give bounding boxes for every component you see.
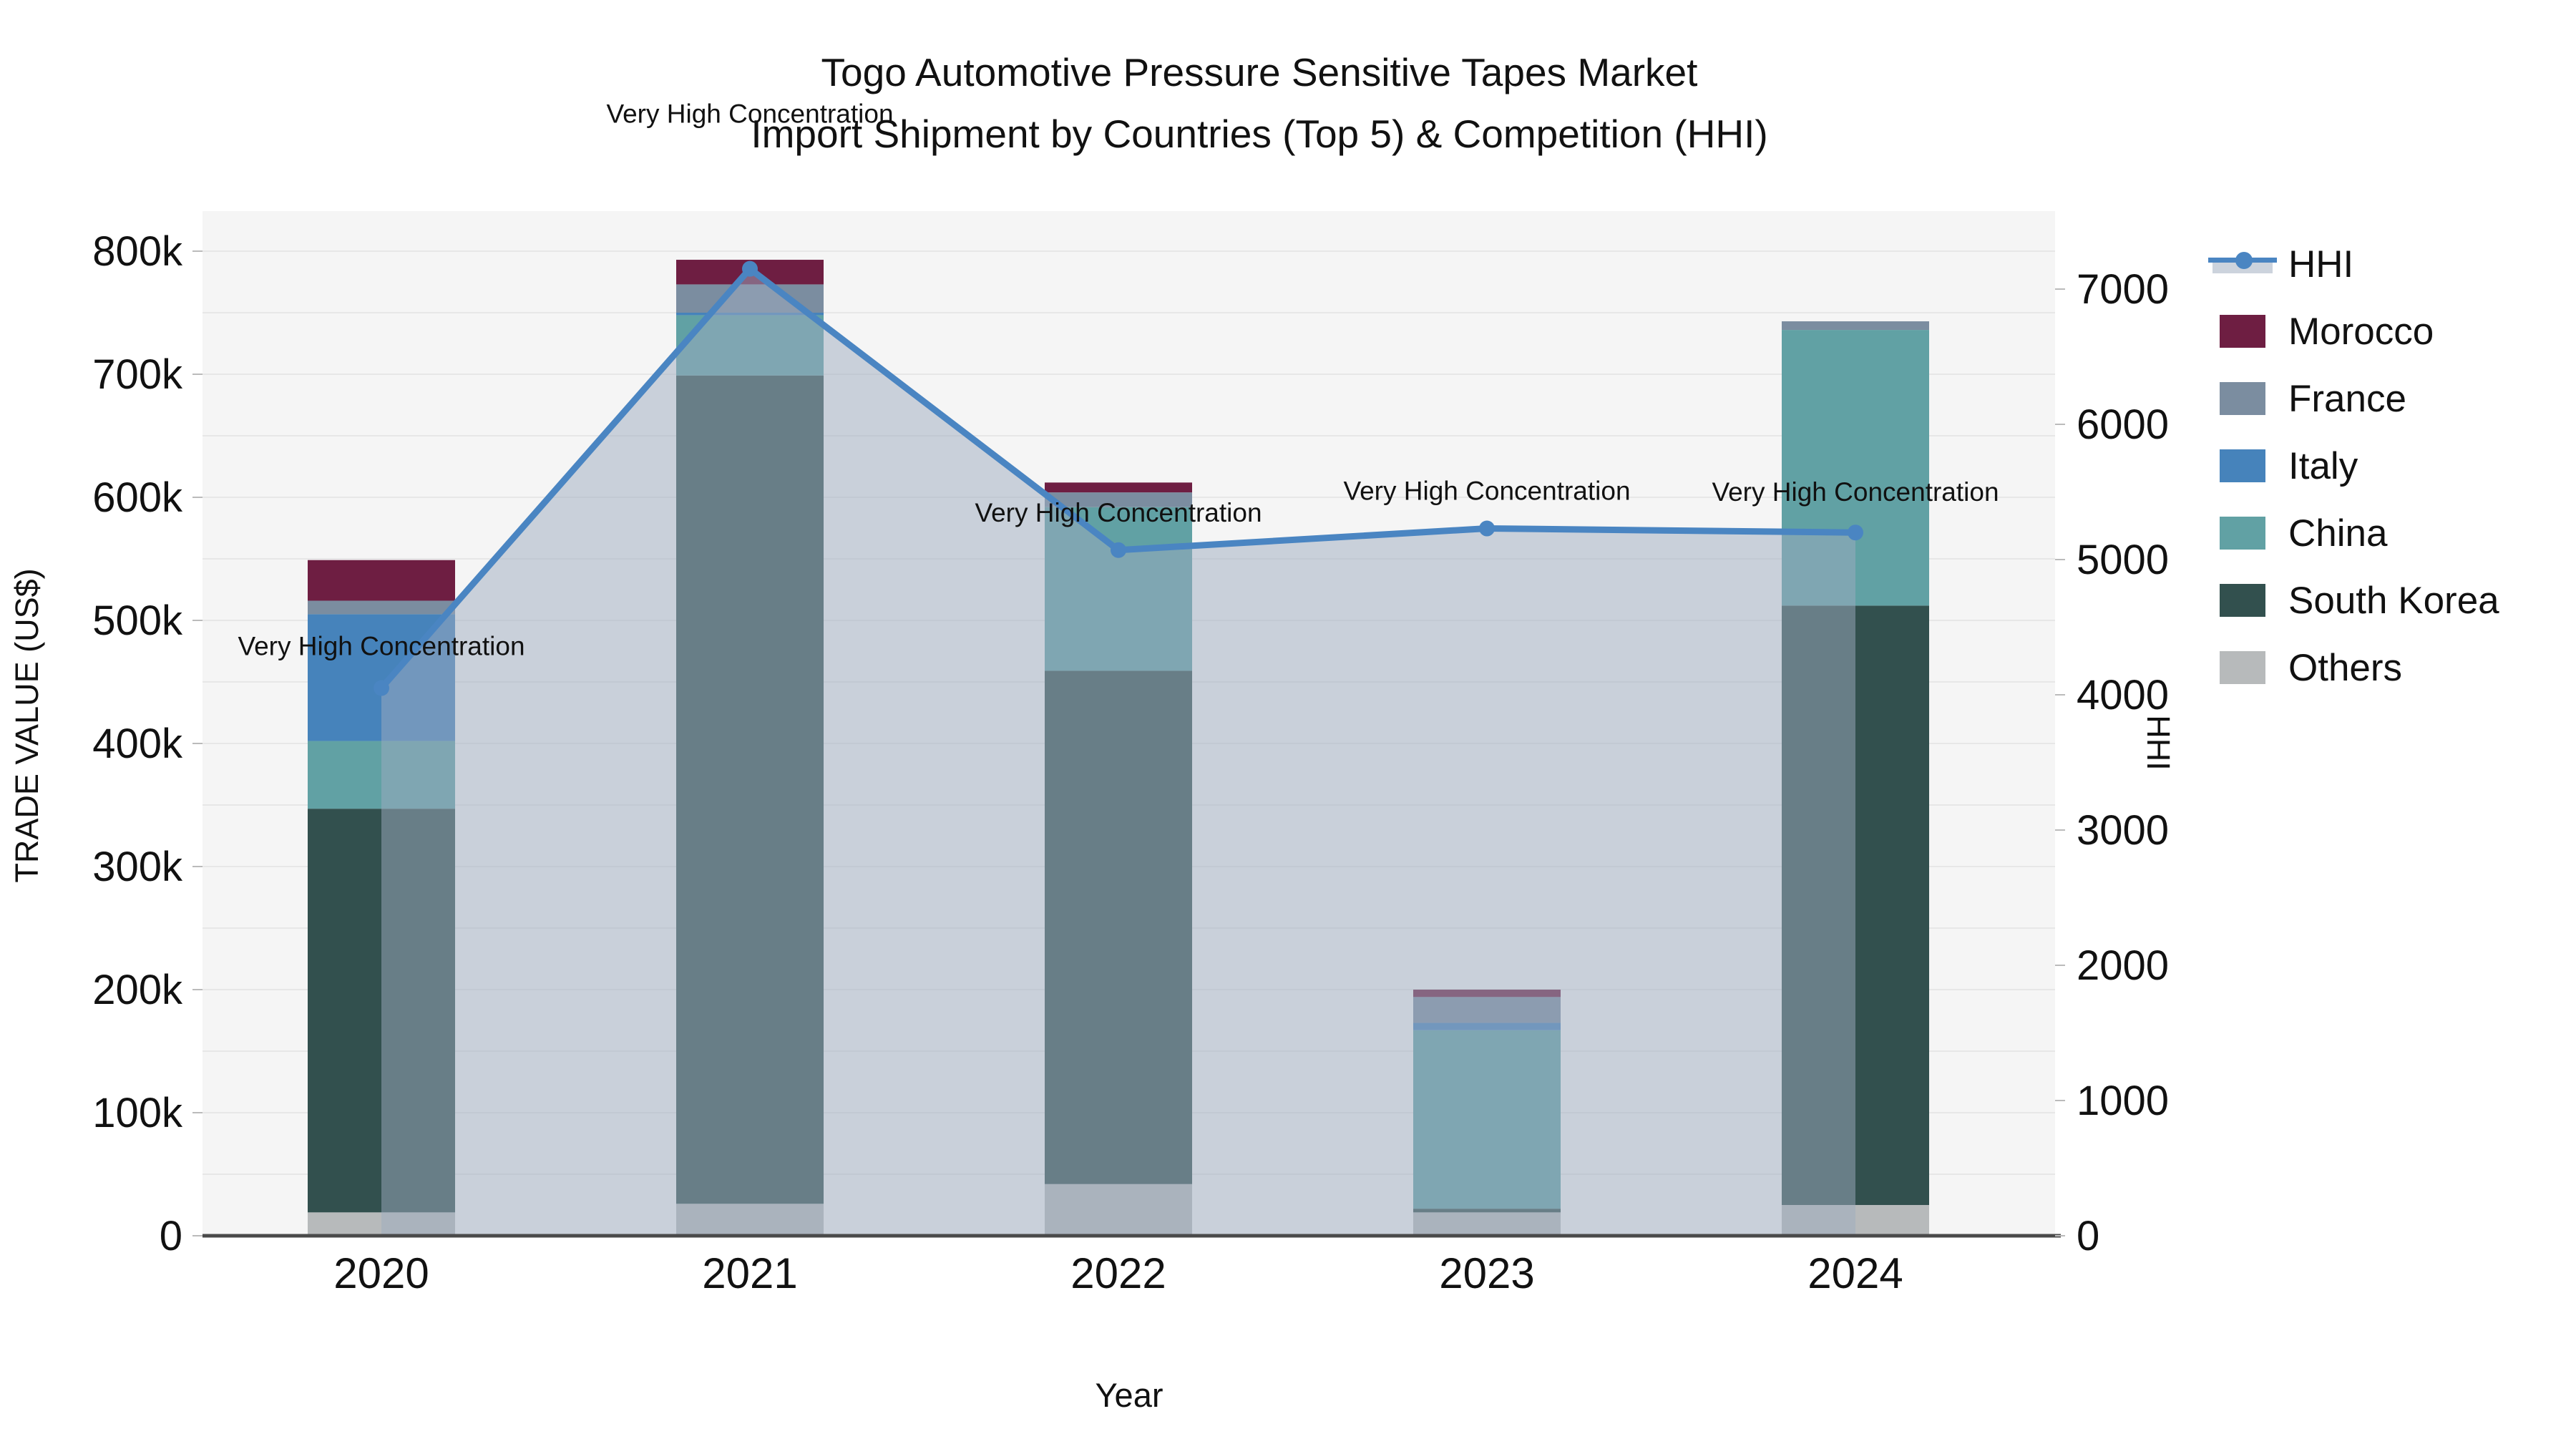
chart-title: Togo Automotive Pressure Sensitive Tapes… [472, 42, 2046, 165]
x-tick-label-2021: 2021 [702, 1249, 797, 1297]
legend-color-swatch [2220, 517, 2265, 550]
legend-color-swatch [2220, 315, 2265, 348]
bar-segment-france-2020[interactable] [308, 600, 455, 615]
x-tick-label-2024: 2024 [1807, 1249, 1903, 1297]
x-axis-title: Year [1095, 1376, 1163, 1414]
y-tick-label-right: 1000 [2077, 1078, 2169, 1124]
y-tick-label-left: 200k [92, 967, 183, 1013]
y-tick-label-left: 300k [92, 844, 183, 890]
hhi-marker-2022[interactable] [1111, 542, 1126, 558]
bar-segment-france-2022[interactable] [1045, 492, 1192, 507]
annotation-2022: Very High Concentration [975, 498, 1262, 527]
legend-color-swatch [2220, 382, 2265, 415]
legend-item-china[interactable]: China [2205, 499, 2570, 567]
legend-item-france[interactable]: France [2205, 365, 2570, 432]
legend-label: Others [2288, 646, 2403, 689]
y-tick-label-right: 5000 [2077, 537, 2169, 583]
y-axis-title-right: HHI [2140, 715, 2177, 771]
legend-label: Italy [2288, 444, 2358, 487]
legend-hhi-line-icon [2208, 248, 2277, 280]
y-tick-label-left: 100k [92, 1090, 183, 1136]
bar-segment-morocco-2020[interactable] [308, 560, 455, 601]
legend-label: South Korea [2288, 579, 2499, 622]
y-tick-label-right: 2000 [2077, 942, 2169, 989]
x-tick-label-2020: 2020 [333, 1249, 429, 1297]
y-tick-label-right: 0 [2077, 1213, 2099, 1259]
legend-label: HHI [2288, 243, 2354, 286]
hhi-marker-2020[interactable] [374, 680, 389, 696]
hhi-area-fill [381, 268, 1855, 1236]
legend-item-south-korea[interactable]: South Korea [2205, 567, 2570, 634]
y-tick-label-left: 700k [92, 351, 183, 398]
annotation-2020: Very High Concentration [238, 632, 525, 661]
bar-segment-morocco-2022[interactable] [1045, 482, 1192, 493]
legend-color-swatch [2220, 584, 2265, 617]
legend: HHI Morocco France Italy China South Korea Oth… [2205, 230, 2570, 701]
hhi-marker-2024[interactable] [1848, 525, 1863, 541]
y-tick-label-left: 800k [92, 228, 183, 275]
legend-item-hhi[interactable]: HHI [2205, 230, 2570, 298]
annotation-2023: Very High Concentration [1343, 477, 1630, 506]
annotation-2024: Very High Concentration [1712, 477, 1999, 507]
legend-item-italy[interactable]: Italy [2205, 432, 2570, 499]
y-tick-label-left: 500k [92, 597, 183, 644]
y-tick-label-left: 400k [92, 721, 183, 767]
y-axis-title-left: TRADE VALUE (US$) [9, 568, 45, 883]
legend-item-morocco[interactable]: Morocco [2205, 298, 2570, 365]
y-tick-label-right: 6000 [2077, 401, 2169, 448]
y-tick-label-right: 4000 [2077, 672, 2169, 718]
y-tick-label-left: 600k [92, 474, 183, 521]
x-tick-label-2023: 2023 [1439, 1249, 1534, 1297]
bar-segment-france-2024[interactable] [1782, 321, 1929, 331]
y-tick-label-left: 0 [160, 1213, 182, 1259]
hhi-marker-2023[interactable] [1479, 520, 1495, 537]
hhi-marker-2021[interactable] [742, 260, 758, 277]
legend-label: China [2288, 512, 2388, 555]
annotation-2021: Very High Concentration [606, 99, 893, 129]
legend-item-others[interactable]: Others [2205, 634, 2570, 701]
legend-label: France [2288, 377, 2406, 420]
y-tick-label-right: 7000 [2077, 266, 2169, 313]
x-tick-label-2022: 2022 [1070, 1249, 1166, 1297]
chart-title-line1: Togo Automotive Pressure Sensitive Tapes… [821, 50, 1698, 94]
y-tick-label-right: 3000 [2077, 807, 2169, 854]
legend-label: Morocco [2288, 310, 2434, 353]
legend-color-swatch [2220, 651, 2265, 684]
chart-title-line2: Import Shipment by Countries (Top 5) & C… [751, 112, 1768, 156]
legend-color-swatch [2220, 449, 2265, 482]
